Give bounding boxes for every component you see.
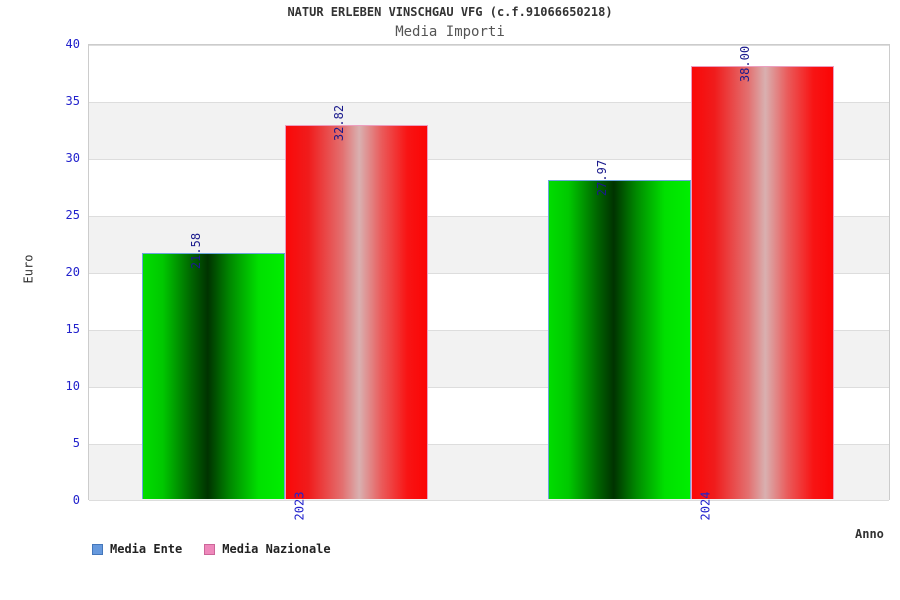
y-tick-label: 30 [65,151,80,165]
gridline [89,216,889,217]
y-tick-label: 0 [72,493,80,507]
x-tick-label-2024: 2024 [698,491,713,521]
chart-title: NATUR ERLEBEN VINSCHGAU VFG (c.f.9106665… [287,5,613,19]
y-tick-label: 25 [65,208,80,222]
y-tick-label: 10 [65,379,80,393]
x-axis-label: Anno [855,527,884,541]
bar-2023-media-ente[interactable] [142,253,285,499]
gridline [89,159,889,160]
gridline [89,102,889,103]
chart-legend: Media Ente Media Nazionale [92,542,331,556]
legend-swatch-icon [204,543,216,555]
bar-value-label: 38.00 [737,45,752,82]
y-tick-label: 20 [65,265,80,279]
plot-area: 21.58 32.82 27.97 38.00 [88,44,890,501]
gridline [89,45,889,46]
bar-2024-media-ente[interactable] [548,180,691,499]
bar-value-label: 27.97 [594,160,609,197]
y-tick-label: 40 [65,37,80,51]
gridline [89,387,889,388]
bar-value-label: 32.82 [331,104,346,141]
legend-item-media-ente[interactable]: Media Ente [92,542,182,556]
y-tick-label: 35 [65,94,80,108]
bar-value-label: 21.58 [188,232,203,270]
gridline [89,330,889,331]
legend-label: Media Ente [110,542,183,556]
bar-2024-media-nazionale[interactable] [691,65,834,499]
gridline [89,500,889,501]
bar-2023-media-nazionale[interactable] [285,124,428,499]
y-tick-label: 15 [65,322,80,336]
legend-item-media-nazionale[interactable]: Media Nazionale [204,542,331,556]
x-tick-label-2023: 2023 [292,491,307,521]
gridline [89,444,889,445]
gridline [89,273,889,274]
y-tick-label: 5 [72,436,80,450]
legend-label: Media Nazionale [222,542,331,556]
chart-subtitle: Media Importi [395,24,505,40]
legend-swatch-icon [92,543,103,555]
